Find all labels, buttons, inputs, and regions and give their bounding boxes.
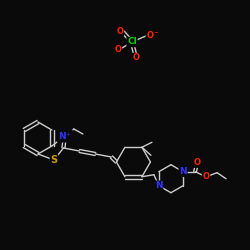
Text: O: O [116,26,123,36]
Text: N$^{+}$: N$^{+}$ [58,130,72,142]
Text: Cl: Cl [127,38,137,46]
Text: O: O [194,158,200,167]
Text: O: O [202,172,209,181]
Text: N: N [155,181,162,190]
Text: O: O [114,44,121,54]
Text: N: N [179,167,187,176]
Text: S: S [50,155,58,165]
Text: O$^{-}$: O$^{-}$ [146,28,160,40]
Text: O: O [132,54,140,62]
